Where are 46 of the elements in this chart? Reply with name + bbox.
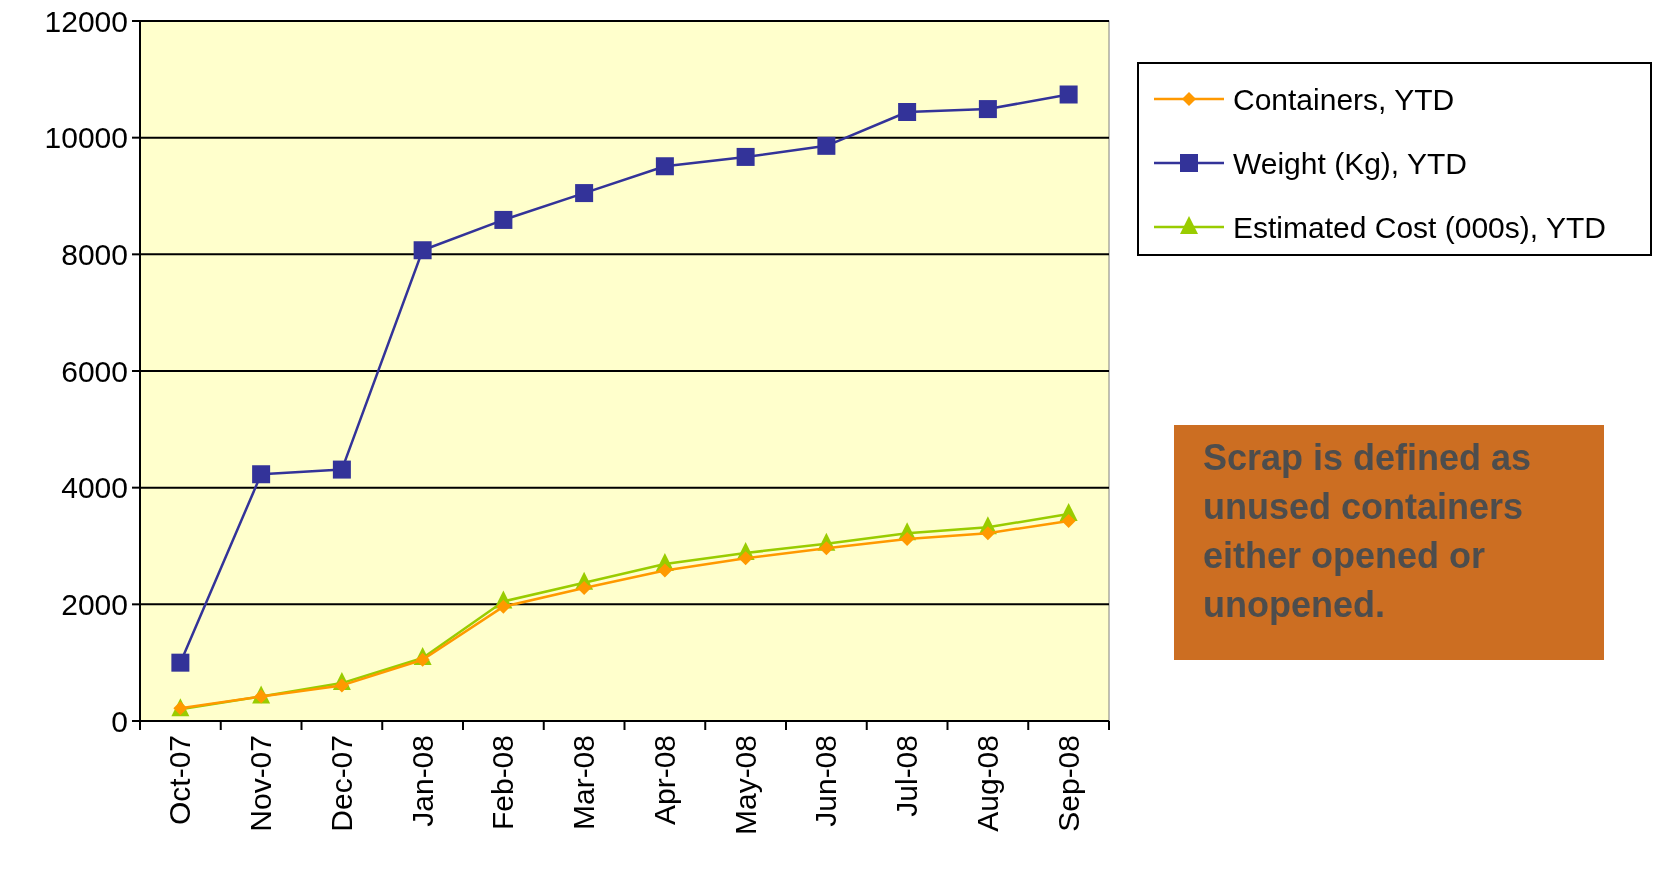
x-tick-label: Jul-08 — [890, 735, 924, 817]
point — [655, 157, 674, 176]
point — [171, 653, 190, 672]
x-tick-label: Dec-07 — [324, 735, 358, 832]
x-tick-label: Nov-07 — [244, 735, 278, 832]
y-tick-label: 4000 — [61, 471, 128, 505]
x-tick-label: Oct-07 — [163, 735, 197, 826]
y-tick-label: 10000 — [44, 121, 128, 155]
x-tick-label: Jun-08 — [809, 735, 843, 827]
x-tick-label: Sep-08 — [1051, 735, 1085, 832]
y-tick-label: 2000 — [61, 587, 128, 621]
x-tick-label: Aug-08 — [970, 735, 1004, 832]
point — [332, 460, 351, 479]
y-tick-label: 6000 — [61, 354, 128, 388]
point — [978, 100, 997, 119]
point — [817, 136, 836, 155]
legend-label: Weight (Kg), YTD — [1233, 146, 1467, 180]
point — [575, 184, 594, 203]
point — [980, 526, 995, 541]
point — [1059, 85, 1078, 104]
point — [413, 241, 432, 260]
point — [1061, 513, 1076, 528]
point — [577, 581, 592, 595]
point — [738, 551, 753, 566]
point — [415, 652, 430, 667]
point — [254, 689, 269, 704]
x-tick-label: Mar-08 — [567, 735, 601, 831]
y-tick-label: 12000 — [44, 4, 128, 38]
legend-label: Estimated Cost (000s), YTD — [1233, 210, 1606, 244]
x-tick-label: Jan-08 — [405, 735, 439, 827]
y-tick-label: 8000 — [61, 237, 128, 271]
x-tick-label: May-08 — [728, 735, 762, 836]
point — [252, 465, 271, 484]
point — [496, 599, 511, 614]
x-tick-label: Feb-08 — [486, 735, 520, 831]
point — [334, 678, 349, 693]
point — [900, 532, 915, 546]
x-tick-label: Apr-08 — [647, 735, 681, 826]
legend-label: Containers, YTD — [1233, 82, 1455, 116]
point — [819, 541, 834, 556]
point — [736, 147, 755, 166]
point — [898, 103, 917, 121]
text: Scrap is defined as unused containers either opened or unopened. — [1203, 437, 1532, 625]
point — [494, 210, 513, 229]
y-tick-label: 0 — [111, 704, 128, 738]
point — [657, 563, 672, 578]
